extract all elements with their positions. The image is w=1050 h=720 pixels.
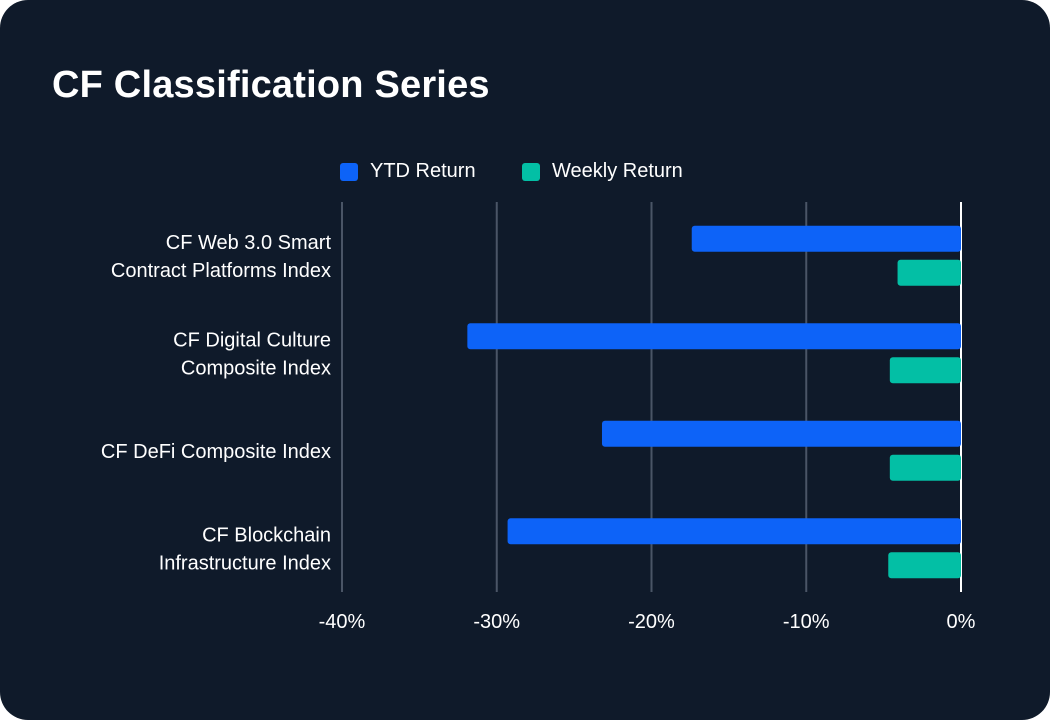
legend-swatch-ytd — [340, 162, 358, 181]
x-tick-label: 0% — [947, 611, 976, 633]
weekly-bar — [889, 454, 961, 481]
x-tick-label: -30% — [473, 611, 520, 633]
ytd-bar — [507, 518, 961, 545]
legend-label-ytd: YTD Return — [370, 160, 476, 182]
legend: YTD Return Weekly Return — [0, 160, 1050, 188]
category-label: CF Blockchain — [202, 524, 331, 546]
chart-title: CF Classification Series — [52, 64, 490, 106]
legend-item-ytd[interactable]: YTD Return — [340, 160, 476, 183]
ytd-bar — [691, 225, 961, 252]
weekly-bar — [897, 259, 961, 286]
category-label: CF Digital Culture — [173, 329, 331, 351]
category-label: CF Web 3.0 Smart — [166, 232, 332, 254]
ytd-bar — [601, 420, 961, 447]
category-label: CF DeFi Composite Index — [101, 441, 331, 463]
legend-item-weekly[interactable]: Weekly Return — [522, 160, 683, 183]
weekly-bar — [888, 552, 961, 579]
weekly-bar — [889, 357, 961, 384]
category-label: Contract Platforms Index — [111, 260, 331, 282]
x-tick-label: -20% — [628, 611, 675, 633]
category-label: Infrastructure Index — [159, 552, 331, 574]
legend-label-weekly: Weekly Return — [552, 160, 683, 182]
x-tick-label: -40% — [319, 611, 366, 633]
x-tick-label: -10% — [783, 611, 830, 633]
category-label: Composite Index — [181, 357, 331, 379]
legend-swatch-weekly — [522, 162, 540, 181]
ytd-bar — [467, 323, 961, 350]
